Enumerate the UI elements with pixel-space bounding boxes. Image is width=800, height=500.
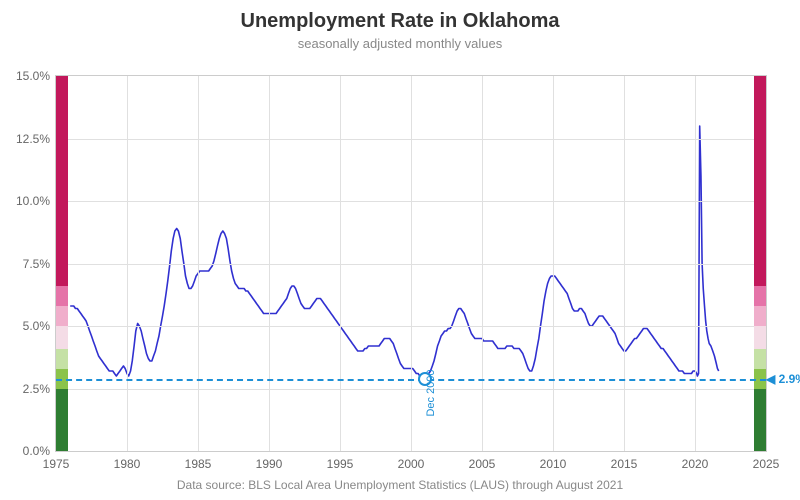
y-tick-label: 10.0% — [16, 194, 56, 208]
chart-title: Unemployment Rate in Oklahoma — [0, 10, 800, 33]
x-tick-label: 2005 — [469, 451, 496, 471]
gridline-v — [482, 76, 483, 451]
source-note: Data source: BLS Local Area Unemployment… — [0, 478, 800, 492]
color-band — [56, 306, 68, 326]
color-band — [754, 76, 766, 286]
color-band — [56, 286, 68, 306]
x-tick-label: 1995 — [327, 451, 354, 471]
color-band — [754, 306, 766, 326]
x-tick-label: 2020 — [682, 451, 709, 471]
y-tick-label: 15.0% — [16, 69, 56, 83]
color-band — [754, 286, 766, 306]
gridline-v — [411, 76, 412, 451]
x-tick-label: 1980 — [114, 451, 141, 471]
chart-container: Unemployment Rate in Oklahoma seasonally… — [0, 0, 800, 500]
reference-line — [56, 379, 766, 381]
gridline-v — [198, 76, 199, 451]
x-tick-label: 1985 — [185, 451, 212, 471]
color-band — [754, 326, 766, 349]
gridline-v — [340, 76, 341, 451]
color-band — [754, 349, 766, 369]
x-tick-label: 1975 — [43, 451, 70, 471]
gridline-v — [269, 76, 270, 451]
x-tick-label: 2000 — [398, 451, 425, 471]
color-band — [56, 389, 68, 452]
reference-date-label: Dec 2000 — [425, 369, 437, 416]
x-tick-label: 1990 — [256, 451, 283, 471]
color-band — [56, 76, 68, 286]
chart-subtitle: seasonally adjusted monthly values — [0, 36, 800, 51]
color-band — [56, 326, 68, 349]
gridline-v — [695, 76, 696, 451]
gridline-v — [553, 76, 554, 451]
x-tick-label: 2010 — [540, 451, 567, 471]
y-tick-label: 12.5% — [16, 132, 56, 146]
x-tick-label: 2015 — [611, 451, 638, 471]
y-tick-label: 5.0% — [23, 319, 56, 333]
y-tick-label: 7.5% — [23, 257, 56, 271]
plot-area: 0.0%2.5%5.0%7.5%10.0%12.5%15.0%197519801… — [55, 75, 767, 452]
data-line — [70, 126, 719, 379]
gridline-v — [624, 76, 625, 451]
gridline-v — [127, 76, 128, 451]
color-band — [56, 349, 68, 369]
reference-label: ◀ 2.9% — [766, 372, 800, 386]
y-tick-label: 2.5% — [23, 382, 56, 396]
color-band — [754, 389, 766, 452]
x-tick-label: 2025 — [753, 451, 780, 471]
